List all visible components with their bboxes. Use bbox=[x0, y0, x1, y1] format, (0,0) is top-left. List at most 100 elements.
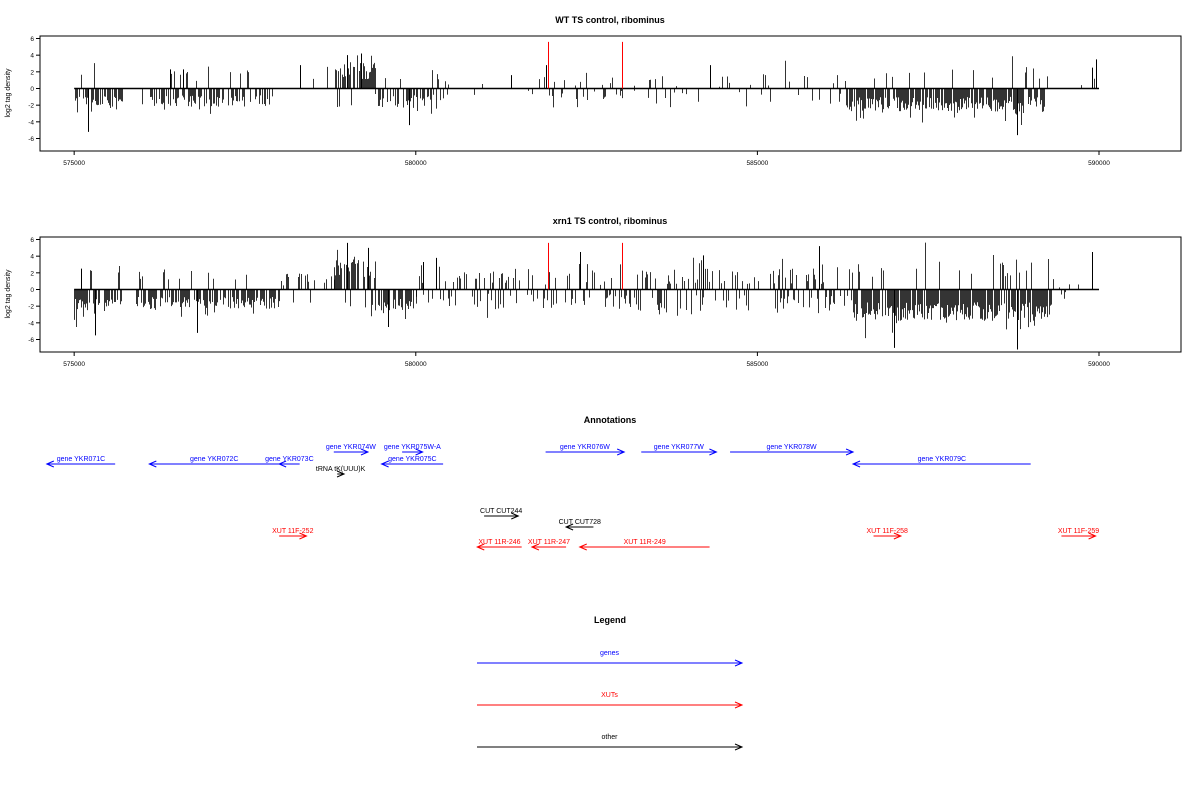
annotation-feature: gene YKR075C bbox=[380, 456, 444, 468]
feature-label: gene YKR072C bbox=[190, 456, 239, 463]
feature-arrow-head bbox=[511, 512, 520, 520]
annotation-feature: gene YKR078W bbox=[730, 444, 855, 456]
legend-title: Legend bbox=[594, 615, 626, 625]
feature-label: XUT 11R-249 bbox=[624, 539, 666, 546]
feature-label: gene YKR077W bbox=[654, 444, 704, 451]
highlight-marks bbox=[548, 242, 623, 290]
y-tick-label: 6 bbox=[30, 237, 34, 244]
legend-label: XUTs bbox=[601, 692, 618, 699]
y-tick-label: 2 bbox=[30, 270, 34, 277]
feature-arrow-head bbox=[299, 532, 308, 540]
annotation-feature: gene YKR073C bbox=[265, 456, 314, 468]
y-tick-label: -2 bbox=[28, 304, 34, 311]
feature-arrow-head bbox=[148, 460, 157, 468]
x-tick-label: 590000 bbox=[1088, 361, 1110, 368]
feature-arrow-head bbox=[476, 543, 485, 551]
x-axis: 575000 580000 585000 590000 bbox=[63, 151, 1110, 167]
y-tick-label: -6 bbox=[28, 337, 34, 344]
feature-label: gene YKR078W bbox=[767, 444, 817, 451]
signal-bars bbox=[74, 242, 1093, 350]
feature-arrow-head bbox=[845, 448, 855, 456]
feature-label: tRNA tK(UUU)K bbox=[316, 466, 366, 473]
annotation-feature: XUT 11F-259 bbox=[1058, 528, 1099, 540]
annotation-feature: XUT 11R-249 bbox=[578, 539, 710, 551]
legend-panel: Legend genes XUTs other bbox=[477, 615, 744, 751]
y-tick-label: 2 bbox=[30, 69, 34, 76]
legend-arrow-head bbox=[734, 743, 744, 751]
y-axis: 6 4 2 0 -2 -4 -6 bbox=[28, 237, 40, 344]
plot-frame bbox=[39, 236, 1182, 353]
feature-label: gene YKR071C bbox=[57, 456, 106, 463]
annotation-feature: tRNA tK(UUU)K bbox=[316, 466, 366, 478]
x-tick-label: 575000 bbox=[63, 160, 85, 167]
y-tick-label: 0 bbox=[30, 287, 34, 294]
y-tick-label: 6 bbox=[30, 36, 34, 43]
feature-label: gene YKR073C bbox=[265, 456, 314, 463]
x-axis: 575000 580000 585000 590000 bbox=[63, 352, 1110, 368]
x-tick-label: 590000 bbox=[1088, 160, 1110, 167]
annotation-feature: gene YKR076W bbox=[545, 444, 626, 456]
y-tick-label: 0 bbox=[30, 86, 34, 93]
annotations-title: Annotations bbox=[584, 415, 637, 425]
track-panel-wt: WT TS control, ribominus 575000 580000 585… bbox=[5, 15, 1182, 167]
feature-arrow-head bbox=[564, 523, 574, 531]
feature-arrow-head bbox=[45, 460, 55, 468]
signal-bars bbox=[75, 53, 1097, 136]
legend-arrow-head bbox=[734, 701, 744, 709]
feature-arrow-head bbox=[851, 460, 861, 468]
legend-item: XUTs bbox=[477, 692, 744, 709]
feature-label: CUT CUT728 bbox=[559, 519, 601, 526]
legend-items: genes XUTs other bbox=[477, 650, 744, 751]
annotation-feature: CUT CUT728 bbox=[559, 519, 601, 531]
legend-item: genes bbox=[477, 650, 744, 667]
y-tick-label: -4 bbox=[28, 119, 34, 126]
feature-arrow-head bbox=[1088, 532, 1097, 540]
feature-label: XUT 11R-247 bbox=[528, 539, 570, 546]
annotation-feature: gene YKR071C bbox=[45, 456, 116, 468]
legend-label: genes bbox=[600, 650, 620, 657]
y-tick-label: -2 bbox=[28, 103, 34, 110]
x-tick-label: 585000 bbox=[747, 160, 769, 167]
y-tick-label: 4 bbox=[30, 254, 34, 261]
annotation-feature: XUT 11F-252 bbox=[272, 528, 314, 540]
feature-arrow-head bbox=[578, 543, 587, 551]
feature-label: gene YKR076W bbox=[560, 444, 610, 451]
y-tick-label: 4 bbox=[30, 53, 34, 60]
annotation-feature: gene YKR074W bbox=[326, 444, 376, 456]
track-panel-xrn1: xrn1 TS control, ribominus 575000 580000 5… bbox=[5, 216, 1182, 368]
annotation-feature: gene YKR079C bbox=[851, 456, 1031, 468]
y-axis-label: log2 tag density bbox=[5, 68, 12, 118]
feature-label: gene YKR079C bbox=[918, 456, 967, 463]
annotation-feature: XUT 11F-258 bbox=[867, 528, 908, 540]
annotations-panel: Annotations gene YKR071C gene YKR072C gene… bbox=[45, 415, 1099, 551]
feature-arrow-head bbox=[415, 448, 424, 456]
feature-arrow-head bbox=[709, 448, 718, 456]
annotation-feature: XUT 11R-246 bbox=[476, 539, 522, 551]
annotation-feature: gene YKR075W-A bbox=[384, 444, 441, 456]
annotation-feature: gene YKR077W bbox=[641, 444, 718, 456]
feature-label: gene YKR075C bbox=[388, 456, 437, 463]
feature-arrow-head bbox=[616, 448, 626, 456]
panel-title: WT TS control, ribominus bbox=[555, 15, 665, 25]
feature-label: XUT 11R-246 bbox=[478, 539, 520, 546]
x-tick-label: 585000 bbox=[747, 361, 769, 368]
feature-label: CUT CUT244 bbox=[480, 508, 522, 515]
feature-arrow-head bbox=[277, 460, 287, 468]
annotation-feature: CUT CUT244 bbox=[480, 508, 522, 520]
annotation-features: gene YKR071C gene YKR072C gene YKR073C gene… bbox=[45, 444, 1099, 551]
feature-arrow-head bbox=[360, 448, 370, 456]
feature-arrow-head bbox=[530, 543, 540, 551]
legend-label: other bbox=[602, 734, 619, 741]
legend-item: other bbox=[477, 734, 744, 751]
y-tick-label: -4 bbox=[28, 320, 34, 327]
feature-label: gene YKR075W-A bbox=[384, 444, 441, 451]
feature-arrow-head bbox=[893, 532, 903, 540]
highlight-marks bbox=[548, 41, 623, 89]
plot-frame bbox=[39, 35, 1182, 152]
feature-label: XUT 11F-258 bbox=[867, 528, 908, 535]
annotation-feature: gene YKR072C bbox=[148, 456, 280, 468]
y-axis: 6 4 2 0 -2 -4 -6 bbox=[28, 36, 40, 143]
legend-arrow-head bbox=[734, 659, 744, 667]
y-tick-label: -6 bbox=[28, 136, 34, 143]
